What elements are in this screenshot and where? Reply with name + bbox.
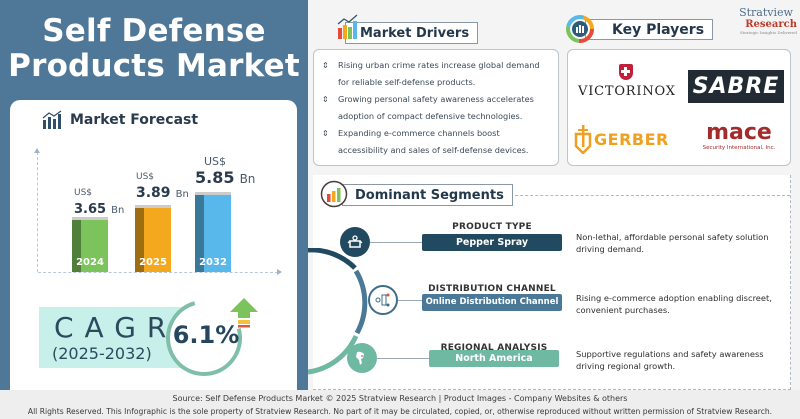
cagr-label: CAGR <box>54 311 178 344</box>
swiss-cross-icon <box>618 64 633 80</box>
logo-text: VICTORINOX <box>578 84 676 99</box>
gerber-shield-icon <box>574 125 592 154</box>
segments-heading: Dominant Segments <box>355 187 504 203</box>
title-line-1: Self Defense <box>42 13 266 49</box>
bar-year-label: 2025 <box>139 257 167 268</box>
value-unit: Bn <box>175 189 189 200</box>
logo-text: mace <box>706 120 772 145</box>
bar-value-2024: US$ 3.65 Bn <box>74 188 124 217</box>
footer-source: Source: Self Defense Products Market © 2… <box>172 394 628 403</box>
bar-side <box>135 208 144 272</box>
logo-victorinox: VICTORINOX <box>578 64 676 99</box>
brand-sub: Research <box>745 19 797 30</box>
value-unit: Bn <box>111 205 125 216</box>
bar-top <box>135 205 171 208</box>
drivers-heading: Market Drivers <box>360 25 470 41</box>
box-hand-icon <box>340 227 370 257</box>
logo-sabre: SABRE <box>688 70 784 103</box>
connector-line <box>377 358 429 359</box>
driver-item: ⇕ Growing personal safety awareness accel… <box>322 91 550 125</box>
bar-top <box>195 192 231 195</box>
driver-text: Growing personal safety awareness accele… <box>338 94 534 121</box>
left-panel: Self Defense Products Market Market Fore… <box>0 0 308 390</box>
value-number: 5.85 <box>195 168 235 187</box>
logo-text: SABRE <box>692 74 780 99</box>
bar-value-2025: US$ 3.89 Bn <box>136 172 189 201</box>
market-drivers-card: ⇕ Rising urban crime rates increase globa… <box>313 49 559 166</box>
brand-name: Stratview <box>739 6 793 19</box>
value-number: 3.65 <box>74 202 107 217</box>
bullet-icon: ⇕ <box>322 61 329 70</box>
title-line-2: Products Market <box>8 48 300 84</box>
currency-label: US$ <box>74 188 93 198</box>
brand-tagline: Strategic Insights Delivered <box>739 30 797 35</box>
key-players-card: VICTORINOX SABRE GERBER mace Security In… <box>567 49 791 166</box>
segment-description: Supportive regulations and safety awaren… <box>576 349 764 371</box>
segment-value-pill: North America <box>429 350 559 367</box>
segment-value-pill: Online Distribution Channel <box>422 294 562 311</box>
bar-2025: 2025 <box>135 205 171 272</box>
bar-value-2032: US$ 5.85 Bn <box>195 155 255 187</box>
page-title: Self Defense Products Market <box>0 14 308 84</box>
logo-text: GERBER <box>594 129 669 149</box>
connector-line <box>370 242 422 243</box>
y-axis <box>34 148 40 272</box>
globe-americas-icon <box>347 343 377 373</box>
network-icon <box>368 285 398 315</box>
bar-side <box>72 220 81 272</box>
bar-side <box>195 195 204 272</box>
logo-mace: mace Security International, Inc. <box>694 120 784 152</box>
colored-bar-chart-icon <box>337 14 358 39</box>
bar-year-label: 2032 <box>199 257 227 268</box>
driver-text: Expanding e-commerce channels boost acce… <box>338 128 529 155</box>
segment-description: Rising e-commerce adoption enabling disc… <box>576 293 772 315</box>
players-heading: Key Players <box>612 21 705 38</box>
bar-top <box>72 217 108 220</box>
stratview-logo: Stratview Research Strategic Insights De… <box>735 6 797 35</box>
footer-rights: All Rights Reserved. This Infographic is… <box>27 407 773 416</box>
key-players-tag: Key Players <box>585 19 714 40</box>
pie-chart-icon <box>566 15 594 43</box>
value-unit: Bn <box>239 172 256 186</box>
connector-line <box>398 300 422 301</box>
x-axis <box>38 268 282 275</box>
growth-arrow-icon <box>230 298 258 328</box>
bar-2024: 2024 <box>72 217 108 272</box>
cagr-period: (2025-2032) <box>52 344 152 363</box>
divider-line <box>500 195 790 196</box>
bar-chart-trend-icon <box>42 110 62 129</box>
market-drivers-tag: Market Drivers <box>345 22 479 44</box>
logo-gerber: GERBER <box>574 124 669 154</box>
bullet-icon: ⇕ <box>322 95 329 104</box>
dominant-segments-tag: Dominant Segments <box>342 184 513 206</box>
bullet-icon: ⇕ <box>322 129 329 138</box>
forecast-header: Market Forecast <box>42 110 198 130</box>
segment-category: REGIONAL ANALYSIS <box>440 343 548 353</box>
bar-2032: 2032 <box>195 192 231 272</box>
driver-item: ⇕ Expanding e-commerce channels boost acc… <box>322 125 550 159</box>
growth-bars-icon <box>320 180 348 208</box>
driver-item: ⇕ Rising urban crime rates increase globa… <box>322 57 550 91</box>
currency-label: US$ <box>136 172 155 182</box>
logo-subtext: Security International, Inc. <box>702 145 776 151</box>
bar-year-label: 2024 <box>76 257 104 268</box>
segment-category: PRODUCT TYPE <box>452 222 532 232</box>
segment-description: Non-lethal, affordable personal safety s… <box>576 232 769 254</box>
cagr-value: 6.1% <box>172 321 240 349</box>
driver-text: Rising urban crime rates increase global… <box>338 60 540 87</box>
forecast-heading: Market Forecast <box>70 112 199 128</box>
currency-label: US$ <box>204 155 227 168</box>
footer: Source: Self Defense Products Market © 2… <box>0 390 800 419</box>
segment-value-pill: Pepper Spray <box>422 234 562 251</box>
value-number: 3.89 <box>136 185 171 201</box>
segment-arc <box>308 248 368 375</box>
